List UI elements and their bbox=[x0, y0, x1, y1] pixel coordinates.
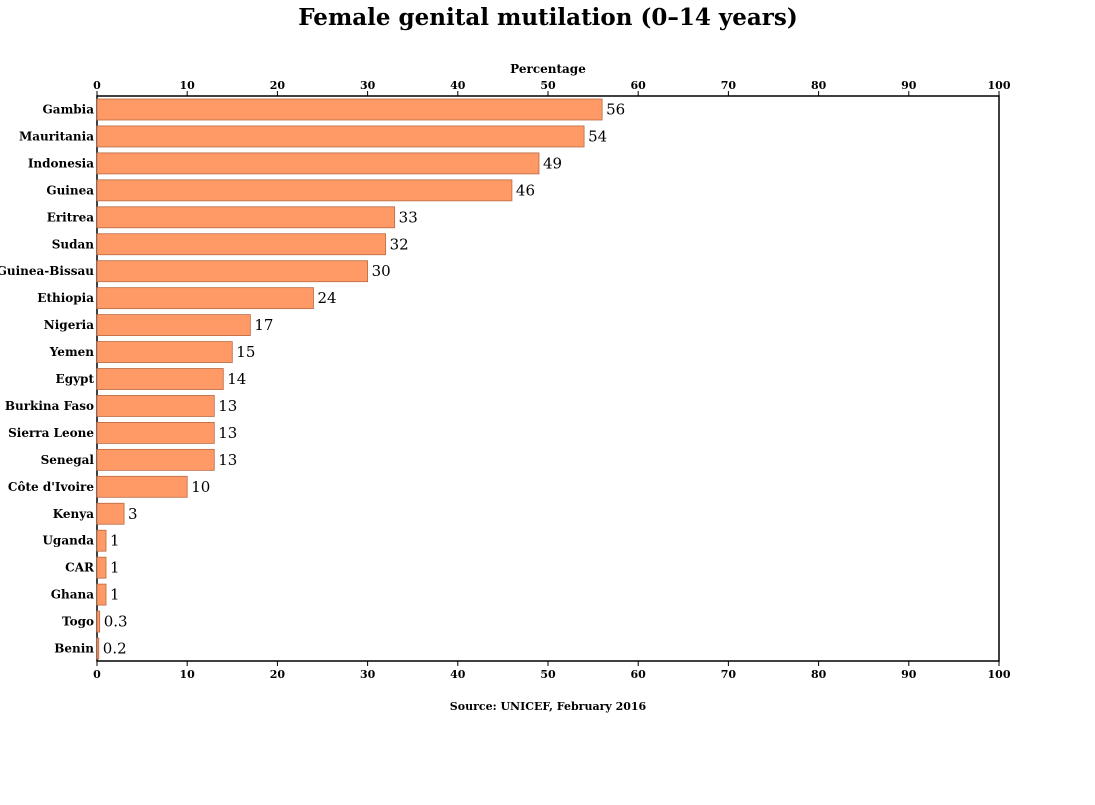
top-tick-label: 30 bbox=[360, 79, 376, 92]
top-tick-label: 20 bbox=[270, 79, 286, 92]
top-tick-label: 70 bbox=[721, 79, 737, 92]
bottom-tick-label: 40 bbox=[450, 668, 466, 681]
category-label: Kenya bbox=[53, 507, 94, 521]
top-tick-label: 40 bbox=[450, 79, 466, 92]
bar bbox=[96, 475, 188, 498]
value-label: 49 bbox=[543, 154, 562, 172]
category-label: Sudan bbox=[52, 237, 95, 251]
bottom-tick-label: 70 bbox=[721, 668, 737, 681]
bar bbox=[96, 529, 107, 552]
bar bbox=[96, 341, 233, 363]
bar bbox=[96, 206, 396, 229]
top-tick-label: 0 bbox=[93, 79, 101, 92]
category-label: Senegal bbox=[41, 453, 95, 467]
category-label: Gambia bbox=[43, 103, 95, 117]
category-label: Uganda bbox=[42, 534, 94, 548]
bottom-tick-label: 30 bbox=[360, 668, 376, 681]
value-label: 24 bbox=[317, 289, 336, 307]
category-label: Guinea bbox=[46, 183, 94, 197]
value-label: 54 bbox=[588, 127, 607, 145]
bottom-tick-label: 10 bbox=[180, 668, 196, 681]
category-label: Guinea-Bissau bbox=[0, 264, 94, 278]
x-axis-title: Percentage bbox=[510, 62, 586, 76]
bar bbox=[96, 260, 369, 283]
bottom-tick-label: 80 bbox=[811, 668, 827, 681]
bar bbox=[96, 314, 251, 337]
value-label: 13 bbox=[218, 397, 237, 415]
value-label: 56 bbox=[606, 101, 625, 119]
bar bbox=[96, 448, 215, 471]
category-label: Sierra Leone bbox=[8, 426, 94, 440]
category-label: CAR bbox=[65, 561, 95, 575]
value-label: 15 bbox=[236, 343, 255, 361]
value-label: 32 bbox=[390, 235, 409, 253]
category-label: Ethiopia bbox=[37, 291, 94, 305]
value-label: 33 bbox=[399, 208, 418, 226]
bar bbox=[96, 637, 100, 660]
bottom-tick-label: 0 bbox=[93, 668, 101, 681]
value-label: 14 bbox=[227, 370, 246, 388]
bottom-tick-label: 100 bbox=[988, 668, 1011, 681]
bar bbox=[96, 287, 314, 310]
category-label: Indonesia bbox=[28, 156, 94, 170]
value-label: 13 bbox=[218, 424, 237, 442]
bar-series bbox=[96, 98, 603, 660]
bar bbox=[96, 583, 107, 606]
top-tick-label: 60 bbox=[631, 79, 647, 92]
top-axis: 0 10 20 30 40 50 60 70 80 90 100 bbox=[93, 79, 1011, 96]
top-tick-label: 50 bbox=[540, 79, 556, 92]
value-label: 10 bbox=[191, 478, 210, 496]
category-label: Eritrea bbox=[47, 210, 95, 224]
category-label: Burkina Faso bbox=[5, 399, 94, 413]
top-tick-label: 90 bbox=[901, 79, 917, 92]
category-label: Benin bbox=[54, 642, 94, 656]
top-tick-label: 80 bbox=[811, 79, 827, 92]
value-label: 3 bbox=[128, 505, 138, 523]
value-label: 1 bbox=[110, 586, 120, 604]
category-label: Mauritania bbox=[19, 129, 94, 143]
bottom-axis: 0 10 20 30 40 50 60 70 80 90 100 bbox=[93, 661, 1011, 681]
bottom-tick-label: 50 bbox=[540, 668, 556, 681]
value-label: 13 bbox=[218, 451, 237, 469]
value-label: 30 bbox=[372, 262, 391, 280]
value-label: 17 bbox=[254, 316, 273, 334]
bar bbox=[96, 395, 215, 417]
category-label: Côte d'Ivoire bbox=[8, 480, 94, 494]
bar bbox=[96, 421, 215, 444]
source-note: Source: UNICEF, February 2016 bbox=[450, 700, 647, 713]
category-label: Ghana bbox=[51, 588, 94, 602]
bar bbox=[96, 98, 603, 121]
bottom-tick-label: 60 bbox=[631, 668, 647, 681]
bottom-tick-label: 90 bbox=[901, 668, 917, 681]
bar bbox=[96, 179, 513, 202]
bar bbox=[96, 125, 585, 148]
bar bbox=[96, 152, 540, 175]
category-label: Egypt bbox=[56, 372, 95, 386]
top-tick-label: 10 bbox=[180, 79, 196, 92]
category-label: Togo bbox=[62, 615, 94, 629]
value-label: 0.3 bbox=[104, 613, 128, 631]
bottom-tick-label: 20 bbox=[270, 668, 286, 681]
category-axis: Gambia Mauritania Indonesia Guinea Eritrea Su… bbox=[0, 103, 95, 656]
top-tick-label: 100 bbox=[988, 79, 1011, 92]
category-label: Nigeria bbox=[44, 318, 94, 332]
bar bbox=[96, 502, 125, 525]
bar bbox=[96, 610, 101, 633]
value-label: 46 bbox=[516, 181, 535, 199]
category-label: Yemen bbox=[49, 345, 94, 359]
value-label: 1 bbox=[110, 532, 120, 550]
value-label: 1 bbox=[110, 559, 120, 577]
bar bbox=[96, 368, 224, 390]
bar bbox=[96, 233, 387, 256]
bar bbox=[96, 556, 107, 579]
value-label: 0.2 bbox=[103, 640, 127, 658]
chart-title: Female genital mutilation (0–14 years) bbox=[298, 4, 798, 31]
